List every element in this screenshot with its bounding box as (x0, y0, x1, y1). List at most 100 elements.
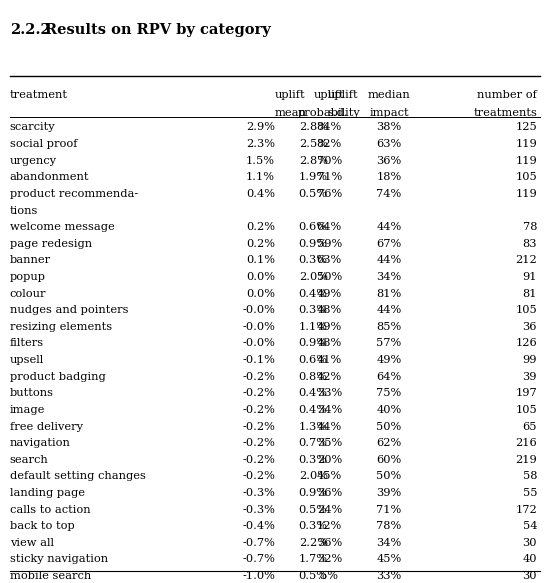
Text: 30: 30 (523, 571, 537, 581)
Text: 70%: 70% (317, 156, 342, 166)
Text: 0.6%: 0.6% (299, 222, 328, 232)
Text: 2.8%: 2.8% (299, 156, 328, 166)
Text: 81: 81 (523, 289, 537, 298)
Text: 0.6%: 0.6% (299, 355, 328, 365)
Text: 2.2.2: 2.2.2 (10, 23, 50, 37)
Text: Results on RPV by category: Results on RPV by category (45, 23, 271, 37)
Text: 172: 172 (515, 504, 537, 515)
Text: 63%: 63% (317, 255, 342, 265)
Text: 44%: 44% (317, 422, 342, 431)
Text: s.d.: s.d. (328, 108, 349, 118)
Text: 36: 36 (523, 322, 537, 332)
Text: 30: 30 (523, 538, 537, 548)
Text: 39: 39 (523, 372, 537, 382)
Text: social proof: social proof (10, 139, 77, 149)
Text: -0.0%: -0.0% (242, 322, 275, 332)
Text: mobile search: mobile search (10, 571, 91, 581)
Text: 57%: 57% (376, 338, 402, 349)
Text: mean: mean (275, 108, 307, 118)
Text: 33%: 33% (317, 388, 342, 398)
Text: 0.4%: 0.4% (246, 189, 275, 199)
Text: abandonment: abandonment (10, 173, 89, 182)
Text: 105: 105 (515, 305, 537, 315)
Text: 65: 65 (523, 422, 537, 431)
Text: 36%: 36% (376, 156, 402, 166)
Text: uplift: uplift (328, 90, 358, 100)
Text: 216: 216 (515, 438, 537, 448)
Text: 0.3%: 0.3% (299, 455, 328, 465)
Text: 2.8%: 2.8% (299, 122, 328, 132)
Text: 91: 91 (523, 272, 537, 282)
Text: 83: 83 (523, 239, 537, 249)
Text: 2.2%: 2.2% (299, 538, 328, 548)
Text: default setting changes: default setting changes (10, 471, 146, 482)
Text: 40: 40 (523, 554, 537, 564)
Text: impact: impact (369, 108, 409, 118)
Text: -0.0%: -0.0% (242, 305, 275, 315)
Text: 126: 126 (515, 338, 537, 349)
Text: 81%: 81% (376, 289, 402, 298)
Text: 119: 119 (515, 156, 537, 166)
Text: uplift: uplift (314, 90, 345, 100)
Text: 36%: 36% (317, 538, 342, 548)
Text: -0.0%: -0.0% (242, 338, 275, 349)
Text: 48%: 48% (317, 338, 342, 349)
Text: 45%: 45% (317, 471, 342, 482)
Text: 55: 55 (523, 488, 537, 498)
Text: 24%: 24% (317, 504, 342, 515)
Text: 0.2%: 0.2% (246, 222, 275, 232)
Text: 0.4%: 0.4% (299, 289, 328, 298)
Text: 64%: 64% (317, 222, 342, 232)
Text: 99: 99 (523, 355, 537, 365)
Text: 212: 212 (515, 255, 537, 265)
Text: probability: probability (298, 108, 361, 118)
Text: 33%: 33% (376, 571, 402, 581)
Text: uplift: uplift (275, 90, 306, 100)
Text: 74%: 74% (376, 189, 402, 199)
Text: 1.7%: 1.7% (299, 554, 328, 564)
Text: 18%: 18% (376, 173, 402, 182)
Text: 219: 219 (515, 455, 537, 465)
Text: 34%: 34% (376, 272, 402, 282)
Text: 45%: 45% (376, 554, 402, 564)
Text: -0.2%: -0.2% (242, 471, 275, 482)
Text: page redesign: page redesign (10, 239, 92, 249)
Text: free delivery: free delivery (10, 422, 83, 431)
Text: 0.8%: 0.8% (299, 372, 328, 382)
Text: 1.1%: 1.1% (246, 173, 275, 182)
Text: -0.7%: -0.7% (242, 554, 275, 564)
Text: 0.4%: 0.4% (299, 405, 328, 415)
Text: resizing elements: resizing elements (10, 322, 112, 332)
Text: number of: number of (477, 90, 537, 100)
Text: 119: 119 (515, 139, 537, 149)
Text: 0.9%: 0.9% (299, 239, 328, 249)
Text: -0.4%: -0.4% (242, 521, 275, 531)
Text: 1.1%: 1.1% (299, 322, 328, 332)
Text: treatment: treatment (10, 90, 68, 100)
Text: -0.1%: -0.1% (242, 355, 275, 365)
Text: 105: 105 (515, 173, 537, 182)
Text: 42%: 42% (317, 372, 342, 382)
Text: 125: 125 (515, 122, 537, 132)
Text: 58: 58 (523, 471, 537, 482)
Text: 50%: 50% (376, 471, 402, 482)
Text: 34%: 34% (317, 405, 342, 415)
Text: welcome message: welcome message (10, 222, 115, 232)
Text: 39%: 39% (376, 488, 402, 498)
Text: 32%: 32% (317, 554, 342, 564)
Text: treatments: treatments (473, 108, 537, 118)
Text: 0.2%: 0.2% (246, 239, 275, 249)
Text: 35%: 35% (317, 438, 342, 448)
Text: -0.2%: -0.2% (242, 422, 275, 431)
Text: 49%: 49% (376, 355, 402, 365)
Text: 1.3%: 1.3% (299, 422, 328, 431)
Text: sticky navigation: sticky navigation (10, 554, 108, 564)
Text: 38%: 38% (376, 122, 402, 132)
Text: 78: 78 (523, 222, 537, 232)
Text: median: median (368, 90, 410, 100)
Text: 71%: 71% (317, 173, 342, 182)
Text: 82%: 82% (317, 139, 342, 149)
Text: 2.3%: 2.3% (246, 139, 275, 149)
Text: -0.2%: -0.2% (242, 372, 275, 382)
Text: upsell: upsell (10, 355, 44, 365)
